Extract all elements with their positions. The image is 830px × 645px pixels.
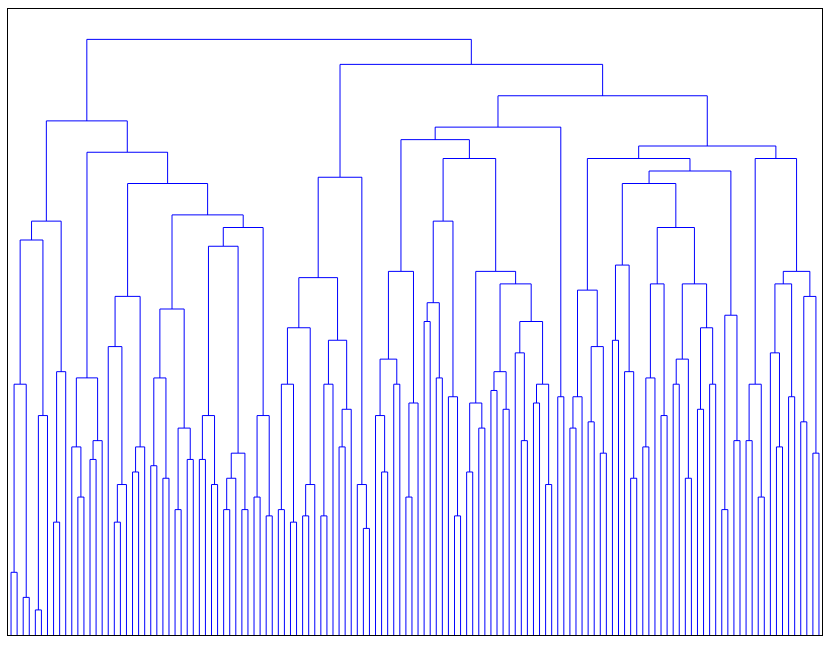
plot-frame — [7, 8, 823, 636]
